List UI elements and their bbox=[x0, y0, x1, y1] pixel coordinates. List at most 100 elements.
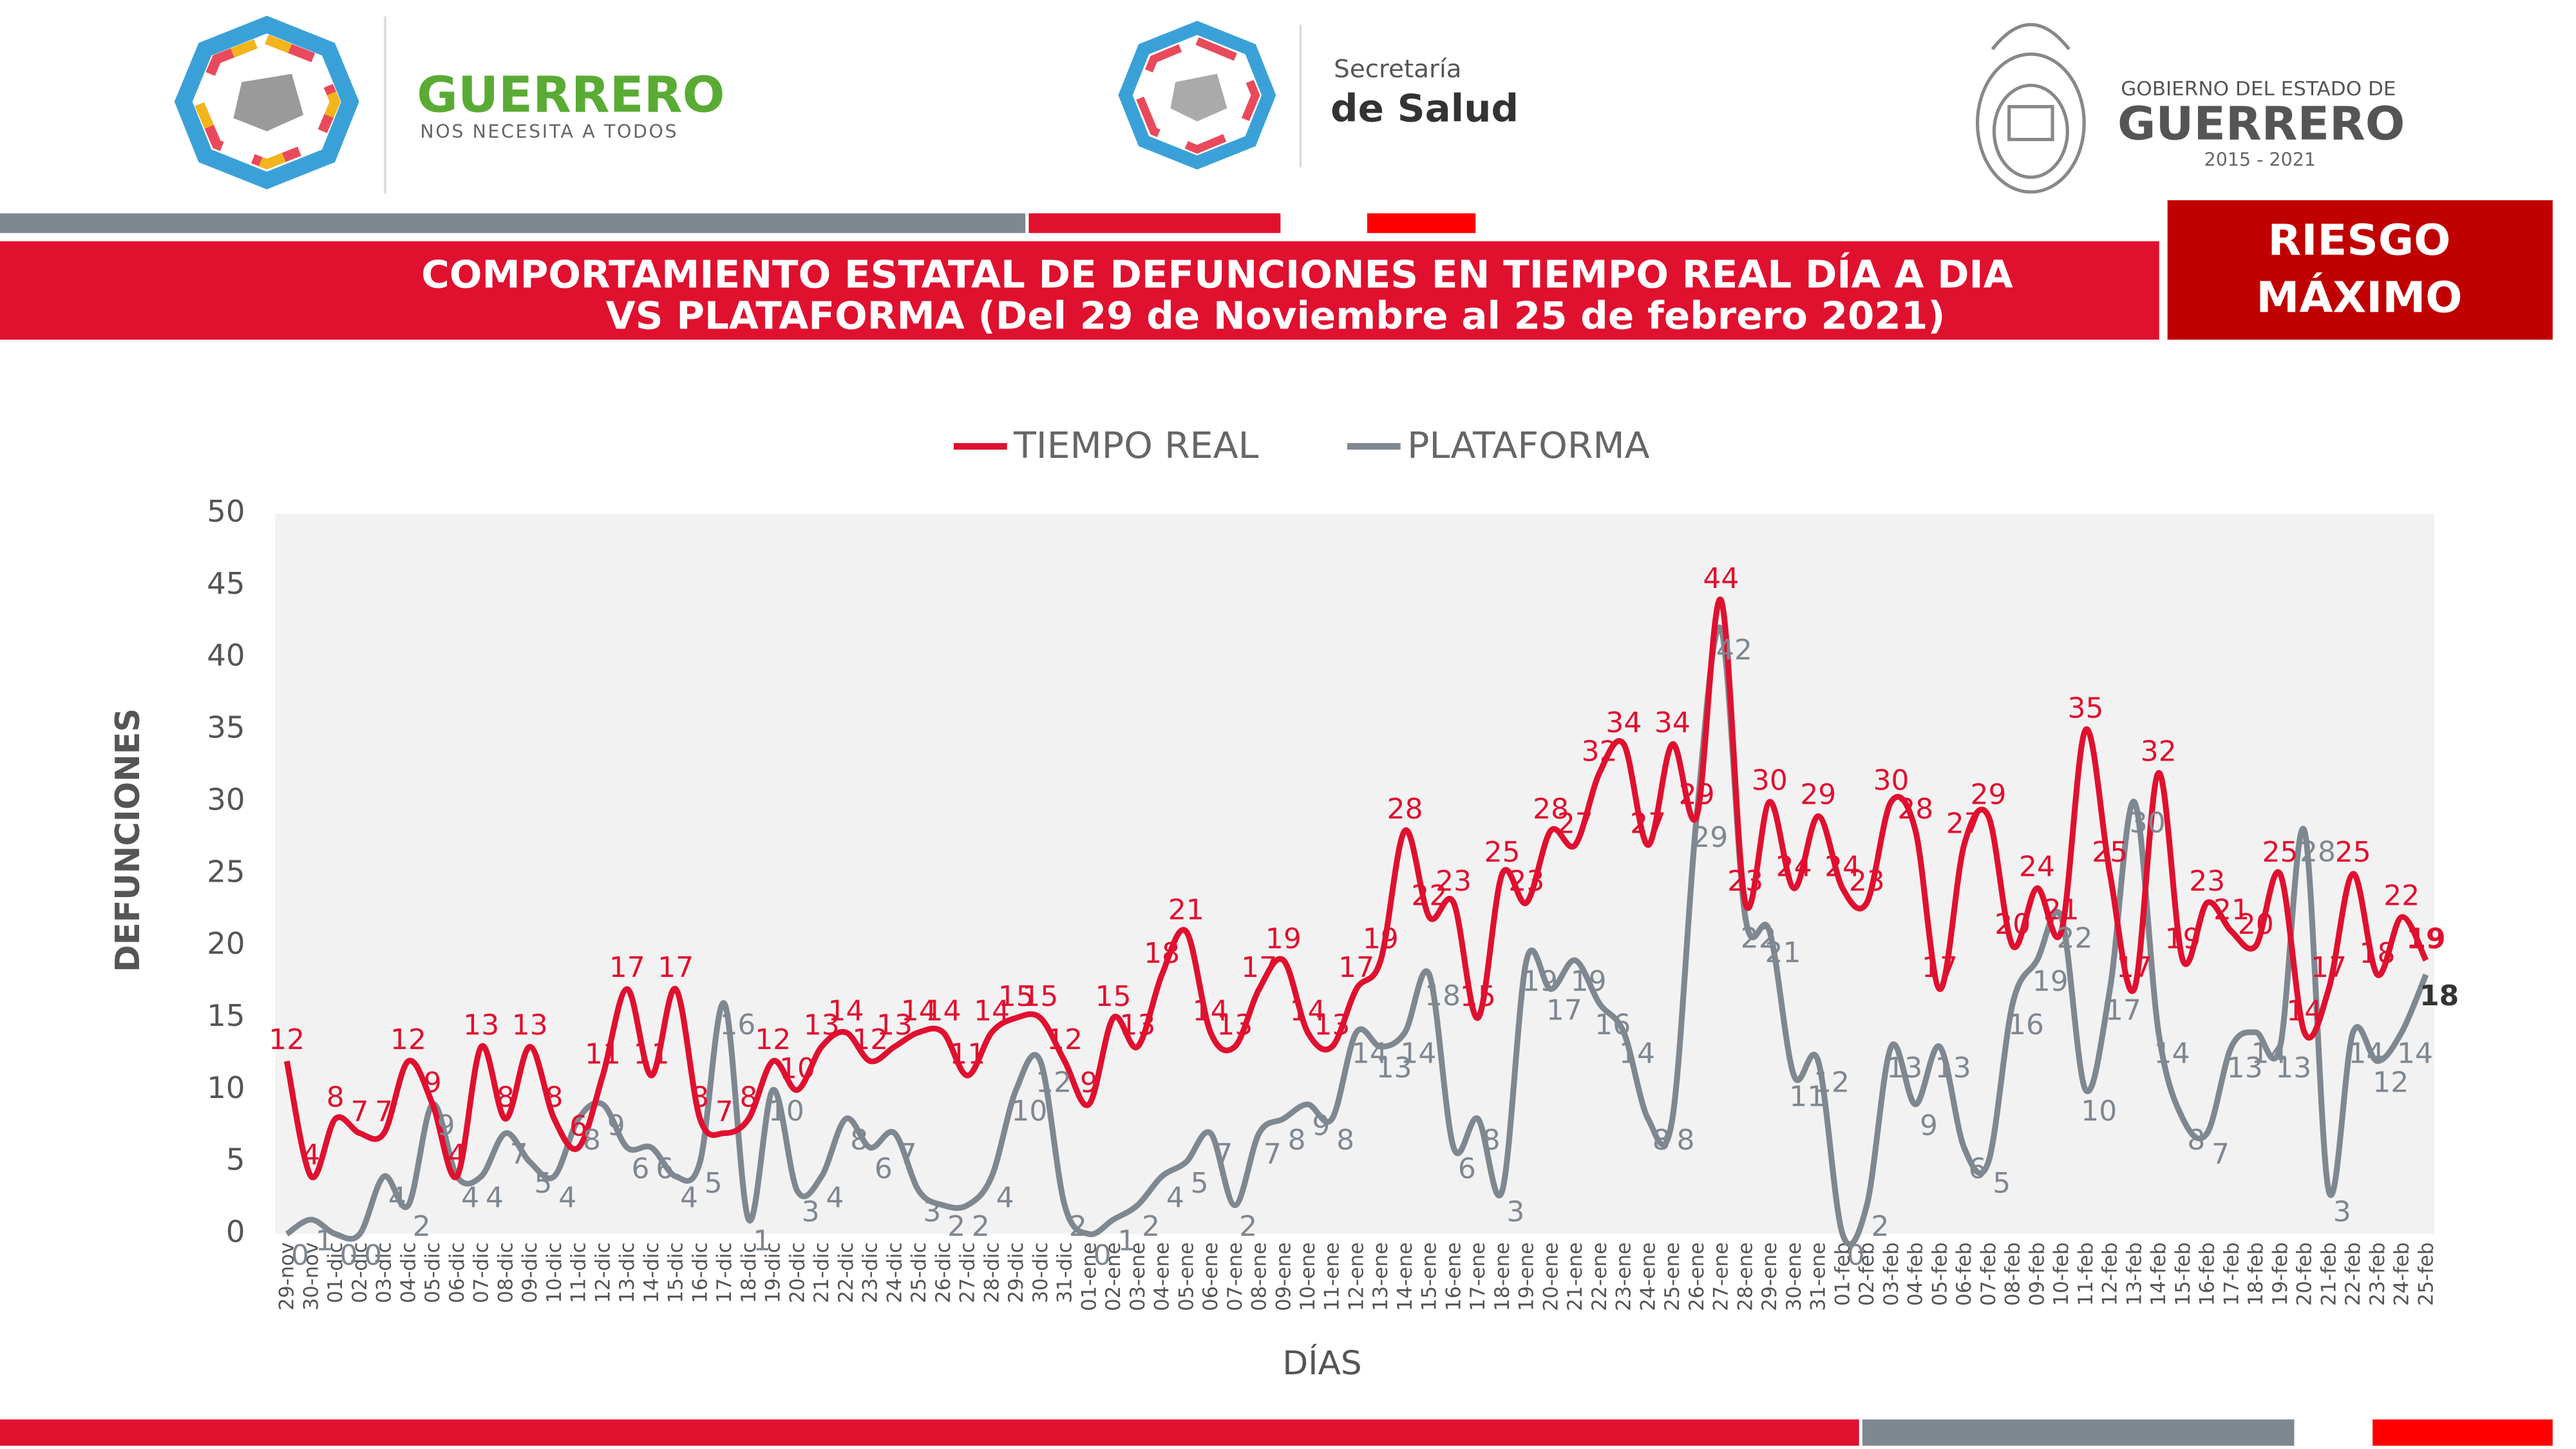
data-label: 2 bbox=[413, 1210, 431, 1243]
data-label: 9 bbox=[1920, 1110, 1938, 1142]
x-tick-label: 16-dic bbox=[688, 1242, 712, 1303]
data-label: 8 bbox=[1288, 1124, 1306, 1157]
data-label: 14 bbox=[2348, 1037, 2384, 1070]
x-tick-label: 06-dic bbox=[446, 1242, 469, 1303]
x-tick-label: 19-feb bbox=[2269, 1242, 2292, 1306]
data-label: 27 bbox=[1946, 808, 1982, 840]
y-tick-label: 5 bbox=[226, 1142, 245, 1177]
data-label: 19 bbox=[1363, 923, 1399, 956]
x-tick-label: 08-feb bbox=[2001, 1242, 2024, 1306]
data-label: 32 bbox=[1582, 735, 1618, 768]
badge-text: MÁXIMO bbox=[2256, 272, 2462, 322]
data-label: 25 bbox=[2335, 837, 2371, 869]
x-tick-label: 02-ene bbox=[1102, 1242, 1125, 1311]
data-label: 18 bbox=[1144, 937, 1180, 970]
legend-label: TIEMPO REAL bbox=[1013, 426, 1259, 467]
data-label: 23 bbox=[1435, 865, 1472, 898]
data-label: 19 bbox=[1265, 923, 1302, 956]
x-tick-label: 24-dic bbox=[883, 1242, 906, 1303]
x-tick-label: 31-ene bbox=[1806, 1242, 1830, 1311]
data-label: 14 bbox=[2397, 1037, 2433, 1070]
data-label: 15 bbox=[1095, 980, 1132, 1013]
data-label: 21 bbox=[1765, 936, 1801, 969]
data-label: 22 bbox=[1411, 880, 1447, 913]
data-label: 8 bbox=[327, 1081, 345, 1114]
header-text: 2015 - 2021 bbox=[2204, 149, 2316, 171]
logo-guerrero bbox=[174, 15, 359, 190]
x-tick-label: 20-ene bbox=[1539, 1242, 1562, 1311]
data-label: 28 bbox=[1387, 793, 1423, 826]
data-label: 17 bbox=[2116, 952, 2152, 985]
x-tick-label: 18-feb bbox=[2244, 1242, 2268, 1306]
data-label: 13 bbox=[804, 1009, 840, 1042]
data-label: 7 bbox=[510, 1138, 528, 1171]
data-label: 17 bbox=[2311, 952, 2347, 985]
data-label: 5 bbox=[534, 1167, 552, 1200]
data-label: 2 bbox=[1142, 1210, 1160, 1243]
header-text: GUERRERO bbox=[2117, 97, 2405, 150]
risk-badge bbox=[2167, 200, 2553, 340]
logo-salud bbox=[1118, 21, 1276, 170]
x-tick-label: 28-ene bbox=[1734, 1242, 1757, 1311]
data-label: 25 bbox=[2092, 837, 2128, 869]
data-label: 4 bbox=[302, 1139, 320, 1171]
data-label: 30 bbox=[1752, 764, 1788, 797]
data-label: 5 bbox=[1191, 1167, 1209, 1200]
data-label: 14 bbox=[1290, 995, 1326, 1028]
data-label: 3 bbox=[923, 1196, 941, 1229]
x-tick-label: 22-feb bbox=[2342, 1242, 2365, 1306]
series-line bbox=[283, 596, 2429, 1180]
data-label: 4 bbox=[486, 1182, 504, 1215]
data-label: 22 bbox=[1741, 922, 1777, 955]
data-label: 8 bbox=[1336, 1124, 1354, 1157]
x-tick-label: 15-ene bbox=[1418, 1242, 1441, 1311]
data-label: 6 bbox=[631, 1153, 649, 1186]
data-label: 10 bbox=[1011, 1095, 1047, 1128]
x-tick-label: 04-dic bbox=[397, 1242, 420, 1303]
data-label: 27 bbox=[1630, 808, 1666, 840]
x-axis-label: DÍAS bbox=[1282, 1343, 1361, 1383]
data-label: 12 bbox=[755, 1023, 791, 1056]
data-label: 3 bbox=[802, 1196, 820, 1229]
data-label: 10 bbox=[2081, 1095, 2117, 1128]
data-label: 1 bbox=[1117, 1225, 1135, 1258]
data-label: 12 bbox=[1036, 1066, 1072, 1099]
data-label: 11 bbox=[585, 1038, 621, 1071]
x-tick-label: 11-ene bbox=[1321, 1242, 1344, 1311]
x-tick-label: 25-ene bbox=[1661, 1242, 1684, 1311]
data-label: 17 bbox=[2105, 994, 2141, 1027]
data-label: 44 bbox=[1703, 562, 1739, 595]
data-label: 10 bbox=[768, 1095, 804, 1128]
data-label: 25 bbox=[1484, 837, 1520, 869]
x-tick-label: 05-ene bbox=[1175, 1242, 1198, 1311]
data-label: 13 bbox=[876, 1009, 913, 1042]
x-tick-label: 31-dic bbox=[1053, 1242, 1076, 1303]
x-tick-label: 27-ene bbox=[1709, 1242, 1732, 1311]
data-label: 21 bbox=[2043, 894, 2079, 927]
data-label: 8 bbox=[545, 1081, 564, 1114]
data-label: 27 bbox=[1557, 808, 1593, 840]
data-label: 0 bbox=[364, 1239, 382, 1272]
data-label: 24 bbox=[1776, 851, 1812, 884]
x-tick-label: 25-feb bbox=[2414, 1242, 2438, 1306]
x-tick-label: 22-dic bbox=[835, 1242, 858, 1303]
x-tick-label: 24-ene bbox=[1636, 1242, 1660, 1311]
plot-area bbox=[275, 513, 2434, 1235]
x-tick-label: 29-nov bbox=[275, 1242, 298, 1311]
data-label: 11 bbox=[634, 1038, 670, 1071]
x-tick-label: 20-feb bbox=[2293, 1242, 2316, 1306]
x-tick-label: 22-ene bbox=[1588, 1242, 1611, 1311]
x-tick-label: 08-dic bbox=[494, 1242, 517, 1303]
x-tick-label: 06-feb bbox=[1953, 1242, 1976, 1306]
data-label: 6 bbox=[1969, 1153, 1987, 1186]
x-tick-label: 04-feb bbox=[1904, 1242, 1927, 1306]
x-tick-label: 01-feb bbox=[1831, 1242, 1854, 1306]
x-tick-label: 12-feb bbox=[2098, 1242, 2121, 1306]
data-label: 12 bbox=[1814, 1066, 1850, 1099]
y-tick-label: 10 bbox=[207, 1070, 245, 1105]
header-text: de Salud bbox=[1331, 86, 1519, 130]
data-label: 7 bbox=[375, 1095, 393, 1128]
x-tick-label: 12-ene bbox=[1345, 1242, 1368, 1311]
data-label: 16 bbox=[2008, 1009, 2044, 1041]
data-label: 4 bbox=[1166, 1182, 1184, 1215]
